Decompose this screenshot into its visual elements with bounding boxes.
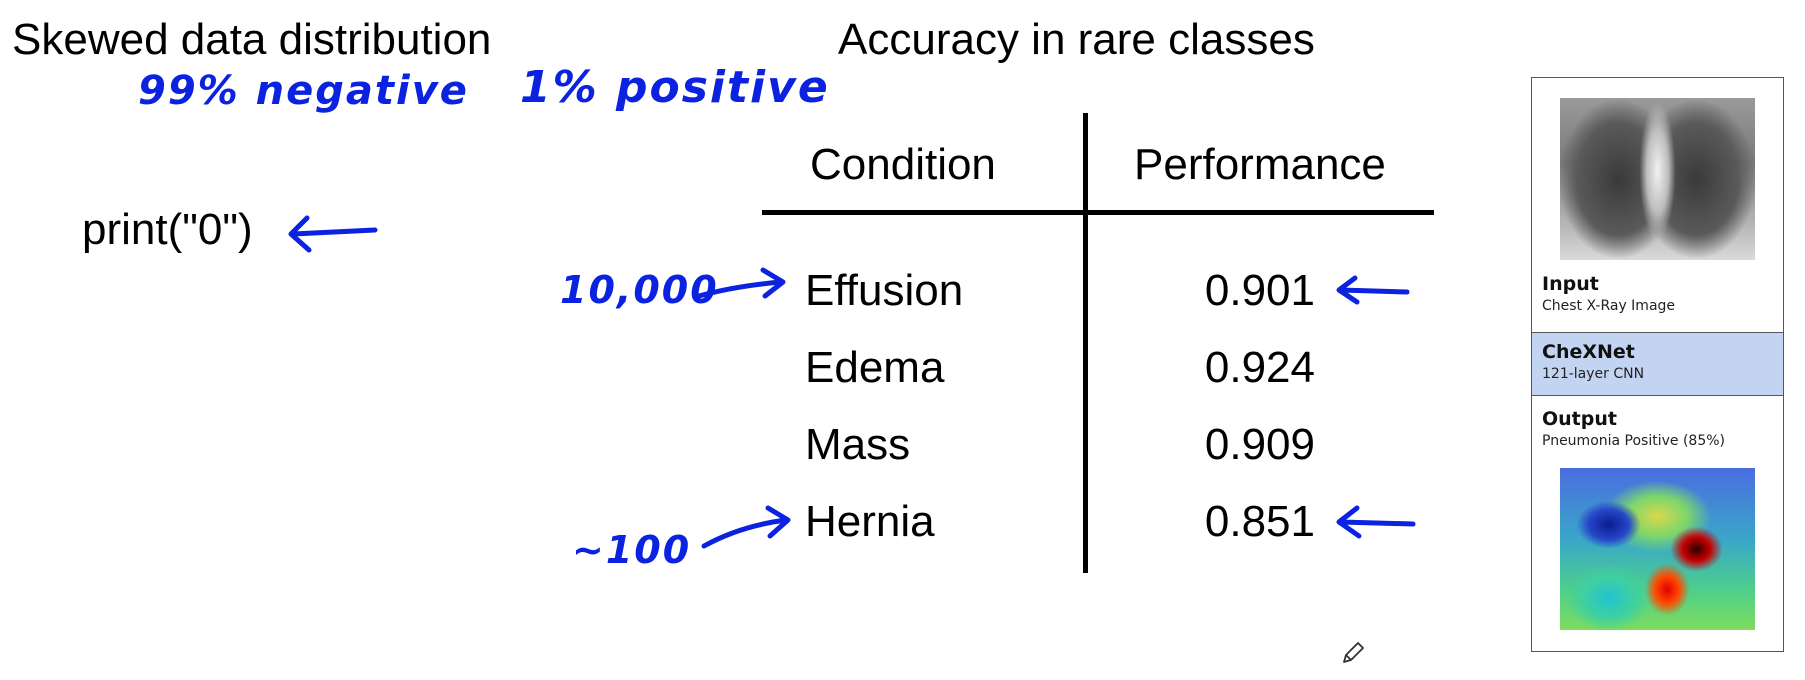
row-condition-edema: Edema xyxy=(805,343,945,392)
arrow-to-effusion-icon xyxy=(696,267,786,299)
row-performance-effusion: 0.901 xyxy=(1204,266,1315,315)
right-title: Accuracy in rare classes xyxy=(838,15,1315,64)
positive-annotation: 1% positive xyxy=(520,62,830,113)
output-subtitle: Pneumonia Positive (85%) xyxy=(1542,433,1726,449)
output-title: Output xyxy=(1542,408,1617,430)
count-effusion-annotation: 10,000 xyxy=(560,268,719,312)
heatmap-image xyxy=(1560,468,1755,630)
header-condition: Condition xyxy=(810,140,996,189)
pencil-icon xyxy=(1343,642,1364,663)
arrow-to-hernia-icon xyxy=(701,505,791,549)
row-performance-hernia: 0.851 xyxy=(1204,497,1315,546)
count-hernia-annotation: ~100 xyxy=(572,528,692,572)
input-title: Input xyxy=(1542,273,1599,295)
code-snippet: print("0") xyxy=(82,205,253,254)
negative-annotation: 99% negative xyxy=(138,68,469,114)
output-section: Output Pneumonia Positive (85%) xyxy=(1532,408,1783,449)
row-performance-edema: 0.924 xyxy=(1204,343,1315,392)
input-section: Input Chest X-Ray Image xyxy=(1532,273,1783,314)
arrow-at-effusion-value-icon xyxy=(1336,275,1410,305)
table-horizontal-divider xyxy=(762,210,1434,215)
model-subtitle: 121-layer CNN xyxy=(1542,366,1645,382)
model-title: CheXNet xyxy=(1542,341,1635,363)
row-performance-mass: 0.909 xyxy=(1204,420,1315,469)
arrow-at-hernia-value-icon xyxy=(1336,505,1416,539)
model-section: CheXNet 121-layer CNN xyxy=(1532,332,1783,396)
chest-xray-image xyxy=(1560,98,1755,260)
row-condition-mass: Mass xyxy=(805,420,911,469)
input-subtitle: Chest X-Ray Image xyxy=(1542,298,1676,314)
row-condition-effusion: Effusion xyxy=(805,266,964,315)
header-performance: Performance xyxy=(1134,140,1386,189)
left-title: Skewed data distribution xyxy=(12,15,492,64)
table-vertical-divider xyxy=(1083,113,1088,573)
row-condition-hernia: Hernia xyxy=(805,497,935,546)
chexnet-panel: Input Chest X-Ray Image CheXNet 121-laye… xyxy=(1531,77,1784,652)
arrow-left-icon xyxy=(288,215,378,253)
